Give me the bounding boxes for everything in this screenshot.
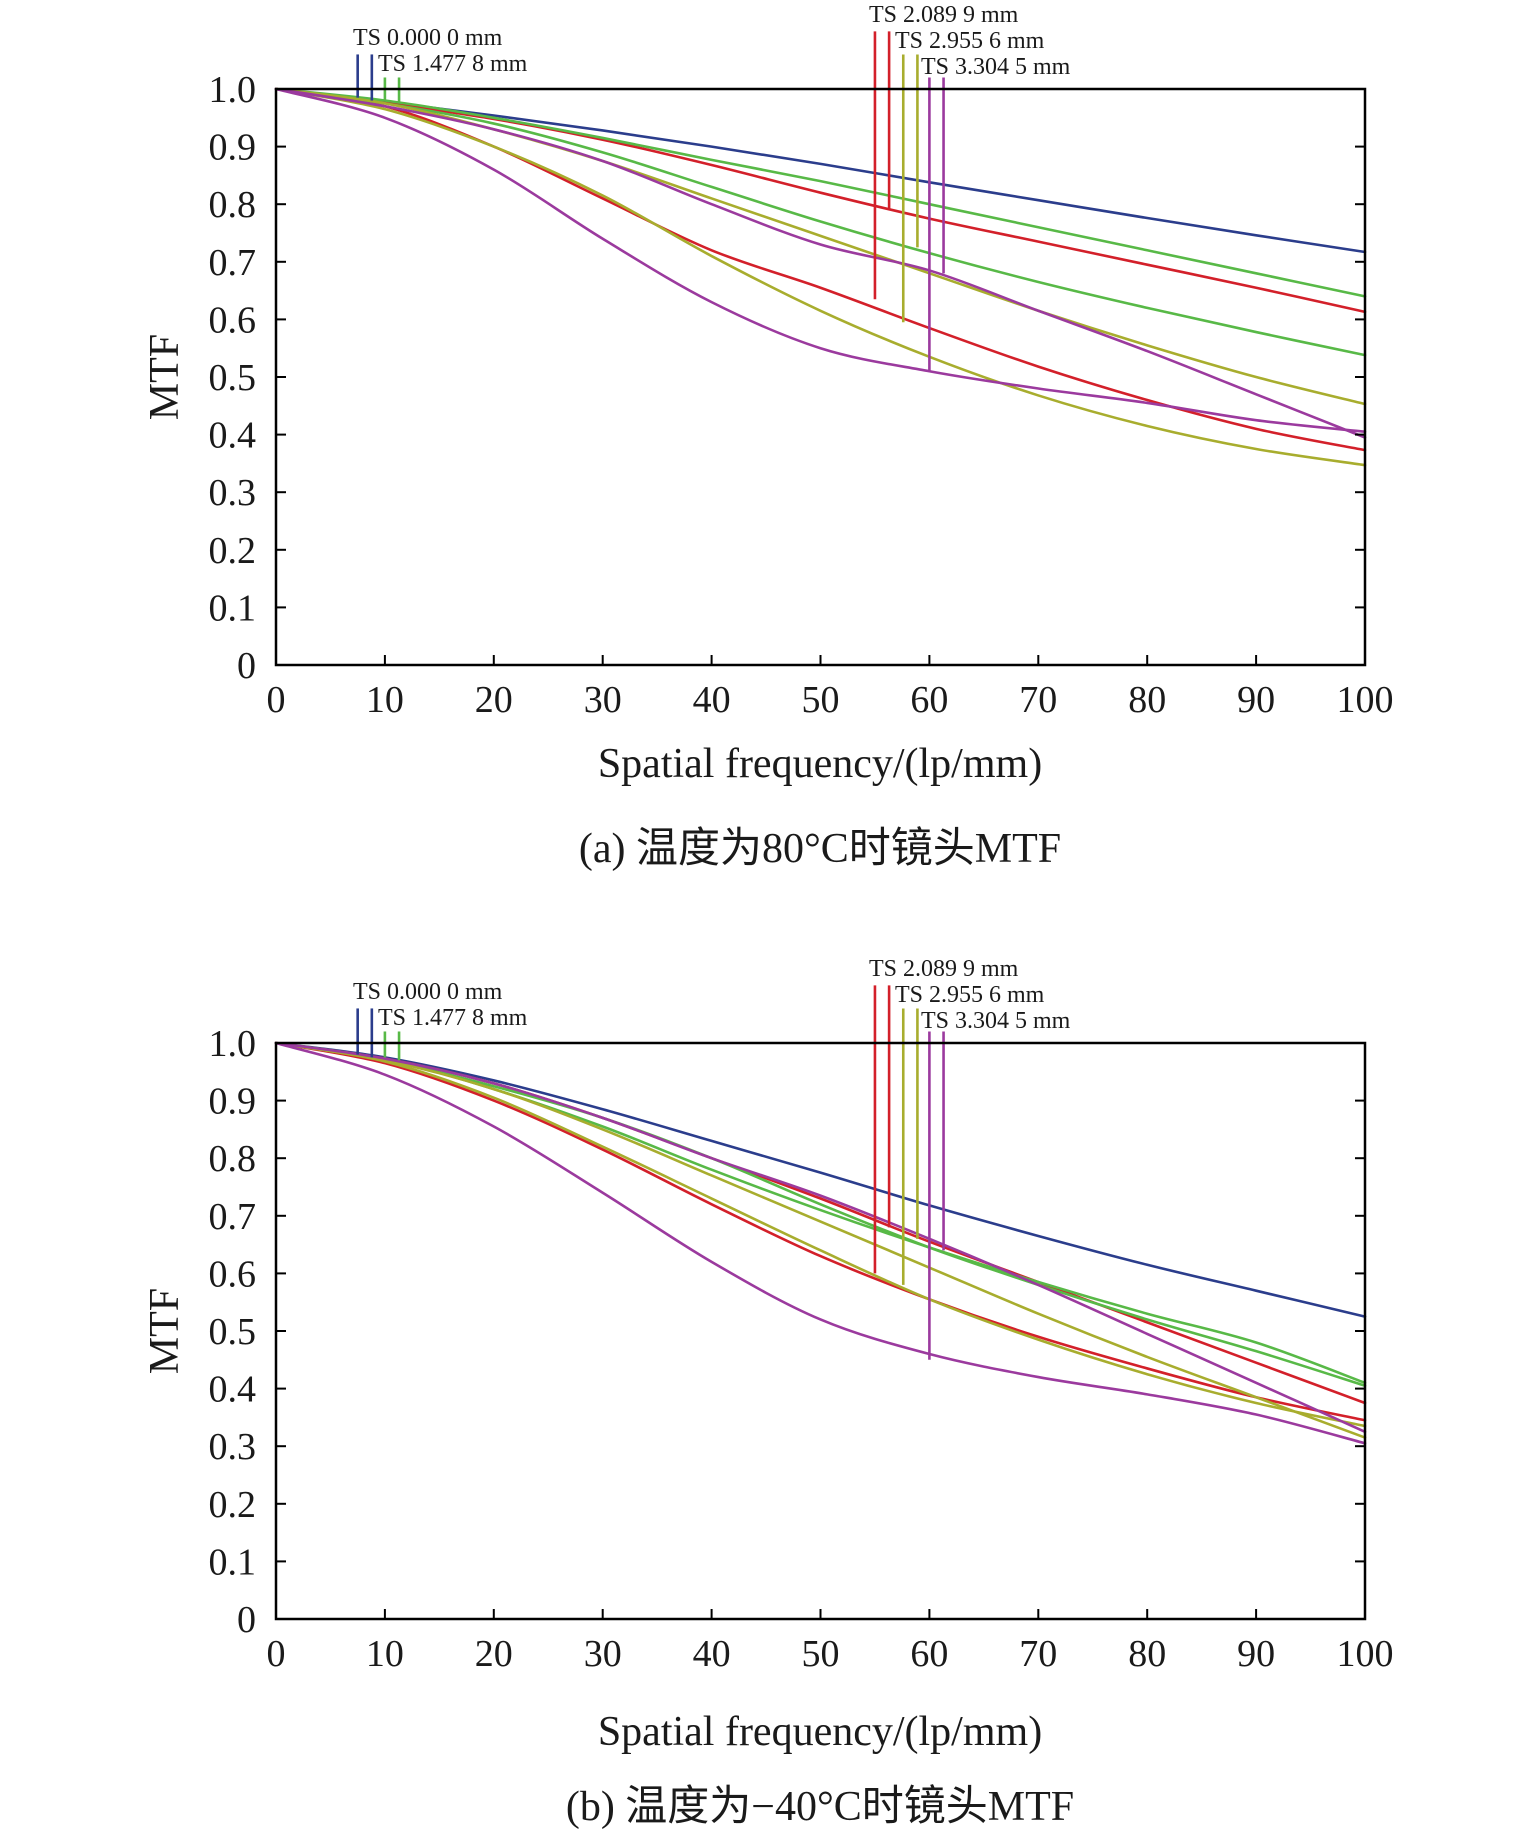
x-tick-label-4: 40 — [693, 679, 731, 721]
series-line-olive-5 — [274, 1041, 1367, 1428]
y-axis-title: MTF — [142, 334, 188, 420]
series-line-purple-8 — [274, 87, 1367, 434]
x-tick-label-9: 90 — [1237, 1633, 1275, 1675]
x-tick-label-2: 20 — [475, 679, 513, 721]
y-tick-label-7: 0.7 — [209, 1196, 257, 1238]
x-tick-label-4: 40 — [693, 1633, 731, 1675]
tick-label-layer: 0 10 20 30 40 50 60 70 80 90 100 0 0.1 0.2 0.3 0.4 0.5 0.… — [209, 1023, 1394, 1675]
legend-label-ts-3: TS 2.955 6 mm — [895, 982, 1045, 1008]
legend-label-ts-0: TS 0.000 0 mm — [353, 25, 503, 51]
series-line-red-2 — [274, 87, 1367, 452]
x-tick-label-10: 100 — [1337, 679, 1394, 721]
marker-layer — [356, 985, 945, 1360]
legend-label-ts-1: TS 1.477 8 mm — [378, 1005, 528, 1031]
legend-label-ts-2: TS 2.089 9 mm — [869, 2, 1019, 28]
series-line-olive-6 — [274, 87, 1367, 467]
series-layer — [274, 87, 1367, 467]
x-tick-label-0: 0 — [267, 679, 286, 721]
series-line-purple-7 — [274, 87, 1367, 439]
legend-label-ts-3: TS 2.955 6 mm — [895, 28, 1045, 54]
legend-label-ts-4: TS 3.304 5 mm — [921, 1008, 1071, 1034]
figure-caption: (b) 温度为−40°C时镜头MTF — [566, 1783, 1074, 1830]
x-tick-label-8: 80 — [1128, 679, 1166, 721]
x-tick-label-1: 10 — [366, 1633, 404, 1675]
legend-label-ts-4: TS 3.304 5 mm — [921, 54, 1071, 80]
y-tick-label-4: 0.4 — [209, 415, 257, 457]
y-tick-label-0: 0 — [237, 645, 256, 687]
series-line-purple-8 — [274, 1041, 1367, 1445]
y-tick-label-4: 0.4 — [209, 1369, 257, 1411]
x-tick-label-5: 50 — [802, 1633, 840, 1675]
marker-layer — [356, 31, 945, 372]
x-tick-label-7: 70 — [1019, 679, 1057, 721]
figure-caption: (a) 温度为80°C时镜头MTF — [579, 825, 1061, 872]
series-line-green-3 — [274, 87, 1367, 298]
x-tick-label-1: 10 — [366, 679, 404, 721]
series-line-olive-5 — [274, 87, 1367, 406]
x-tick-label-7: 70 — [1019, 1633, 1057, 1675]
x-tick-label-2: 20 — [475, 1633, 513, 1675]
series-line-olive-6 — [274, 1041, 1367, 1439]
series-line-red-1 — [274, 87, 1367, 314]
y-tick-label-9: 0.9 — [209, 127, 257, 169]
x-axis-title: Spatial frequency/(lp/mm) — [598, 1709, 1042, 1755]
x-tick-label-8: 80 — [1128, 1633, 1166, 1675]
tick-layer — [275, 1042, 1366, 1620]
series-line-green-4 — [274, 1041, 1367, 1388]
x-tick-label-6: 60 — [910, 1633, 948, 1675]
y-tick-label-7: 0.7 — [209, 242, 257, 284]
x-tick-label-9: 90 — [1237, 679, 1275, 721]
legend-label-ts-2: TS 2.089 9 mm — [869, 956, 1019, 982]
y-tick-label-6: 0.6 — [209, 1253, 257, 1295]
series-line-red-1 — [274, 1041, 1367, 1405]
x-tick-label-6: 60 — [910, 679, 948, 721]
panel-a: 0 10 20 30 40 50 60 70 80 90 100 0 0.1 0.2 0.3 0.4 0.5 0.… — [142, 2, 1394, 872]
y-tick-label-1: 0.1 — [209, 587, 257, 629]
x-tick-label-5: 50 — [802, 679, 840, 721]
y-tick-label-2: 0.2 — [209, 1484, 257, 1526]
y-tick-label-1: 0.1 — [209, 1541, 257, 1583]
y-tick-label-10: 1.0 — [209, 69, 257, 111]
x-tick-label-0: 0 — [267, 1633, 286, 1675]
legend-label-ts-1: TS 1.477 8 mm — [378, 51, 528, 77]
legend-label-ts-0: TS 0.000 0 mm — [353, 979, 503, 1005]
y-tick-label-0: 0 — [237, 1599, 256, 1641]
y-tick-label-8: 0.8 — [209, 1138, 257, 1180]
series-line-green-4 — [274, 87, 1367, 357]
x-tick-label-3: 30 — [584, 1633, 622, 1675]
tick-layer — [275, 88, 1366, 666]
series-line-green-3 — [274, 1041, 1367, 1385]
series-line-red-2 — [274, 1041, 1367, 1422]
series-layer — [274, 1041, 1367, 1445]
x-tick-label-10: 100 — [1337, 1633, 1394, 1675]
y-tick-label-3: 0.3 — [209, 1426, 257, 1468]
series-line-purple-7 — [274, 1041, 1367, 1434]
y-tick-label-5: 0.5 — [209, 357, 257, 399]
y-tick-label-2: 0.2 — [209, 530, 257, 572]
plot-frame — [274, 87, 1367, 667]
y-tick-label-9: 0.9 — [209, 1081, 257, 1123]
tick-label-layer: 0 10 20 30 40 50 60 70 80 90 100 0 0.1 0.2 0.3 0.4 0.5 0.… — [209, 69, 1394, 721]
y-axis-title: MTF — [142, 1288, 188, 1374]
x-tick-label-3: 30 — [584, 679, 622, 721]
y-tick-label-8: 0.8 — [209, 184, 257, 226]
series-line-blue-0 — [274, 1041, 1367, 1318]
y-tick-label-3: 0.3 — [209, 472, 257, 514]
x-axis-title: Spatial frequency/(lp/mm) — [598, 741, 1042, 787]
y-tick-label-6: 0.6 — [209, 299, 257, 341]
y-tick-label-5: 0.5 — [209, 1311, 257, 1353]
y-tick-label-10: 1.0 — [209, 1023, 257, 1065]
panel-b: 0 10 20 30 40 50 60 70 80 90 100 0 0.1 0.2 0.3 0.4 0.5 0.… — [142, 956, 1394, 1830]
plot-frame — [274, 1041, 1367, 1621]
